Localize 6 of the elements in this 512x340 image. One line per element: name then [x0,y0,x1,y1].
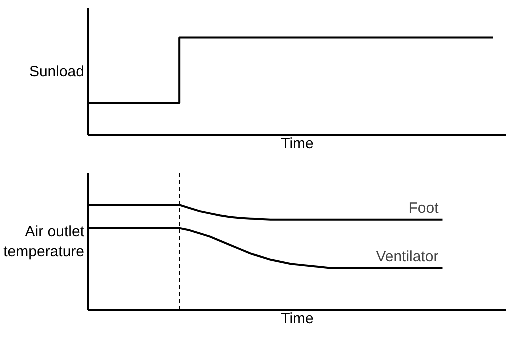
y-axis-title: Air outlet temperature [4,223,86,261]
x-axis-title: Time [281,310,314,328]
x-axis-title: Time [281,136,314,152]
y-axis-title: Sunload [29,64,85,80]
series-label: Ventilator [376,248,439,266]
series-label: Foot [408,200,440,217]
